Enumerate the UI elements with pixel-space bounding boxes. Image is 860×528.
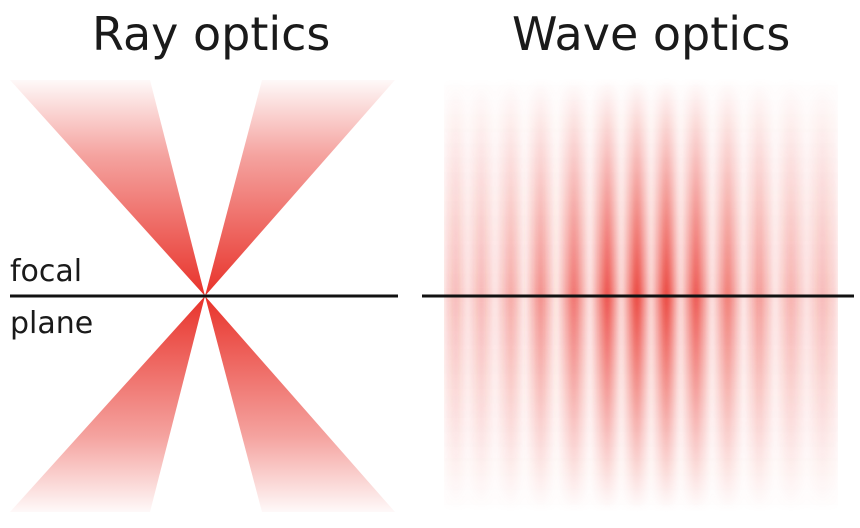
ray-optics-beams <box>10 80 395 512</box>
ray-beam-lower-right <box>205 296 395 512</box>
wave-optics-title: Wave optics <box>512 7 791 61</box>
plane-label: plane <box>10 306 94 341</box>
ray-optics-title: Ray optics <box>92 7 331 61</box>
ray-beam-upper-right <box>205 80 395 296</box>
ray-beam-lower-left <box>10 296 205 512</box>
ray-beam-upper-left <box>10 80 205 296</box>
focal-label: focal <box>10 254 83 289</box>
